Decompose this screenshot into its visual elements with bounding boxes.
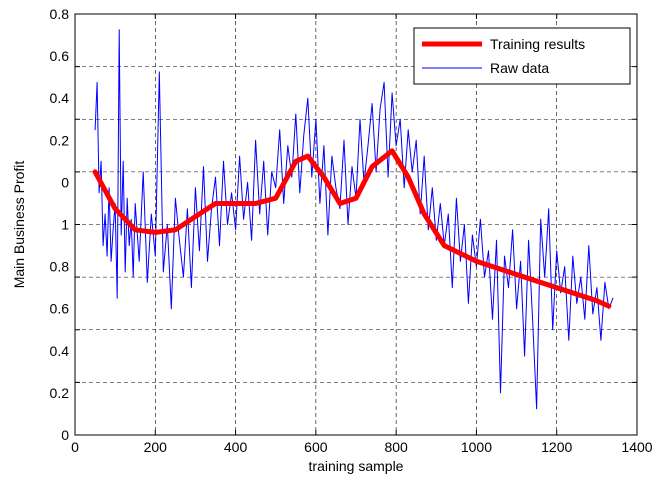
y-axis-label: Main Business Profit (11, 161, 27, 289)
y-tick-label: 0.6 (50, 301, 70, 317)
y-tick-label: 0.2 (50, 385, 70, 401)
y-tick-label: 1 (61, 217, 69, 233)
x-tick-label: 0 (71, 439, 79, 455)
x-tick-label: 800 (384, 439, 408, 455)
series-raw-data (94, 29, 614, 410)
legend-label-raw-data: Raw data (490, 60, 549, 76)
x-tick-label: 400 (224, 439, 248, 455)
x-tick-label: 1400 (621, 439, 652, 455)
y-tick-label: 0 (61, 427, 69, 443)
legend: Training results Raw data (413, 27, 631, 85)
y-tick-label: 0.2 (50, 132, 70, 148)
legend-box (413, 27, 631, 85)
x-tick-label: 600 (304, 439, 328, 455)
y-tick-label: 0.6 (50, 48, 70, 64)
series-training-results (92, 148, 612, 309)
x-tick-label: 1000 (461, 439, 492, 455)
y-tick-label: 0 (61, 174, 69, 190)
y-tick-label: 0.8 (50, 6, 70, 22)
x-tick-label: 200 (144, 439, 168, 455)
y-tick-label: 0.8 (50, 259, 70, 275)
x-axis-label: training sample (309, 458, 404, 474)
x-tick-label: 1200 (541, 439, 572, 455)
legend-label-training-results: Training results (490, 36, 585, 52)
y-tick-label: 0.4 (50, 90, 70, 106)
y-tick-label: 0.4 (50, 343, 70, 359)
